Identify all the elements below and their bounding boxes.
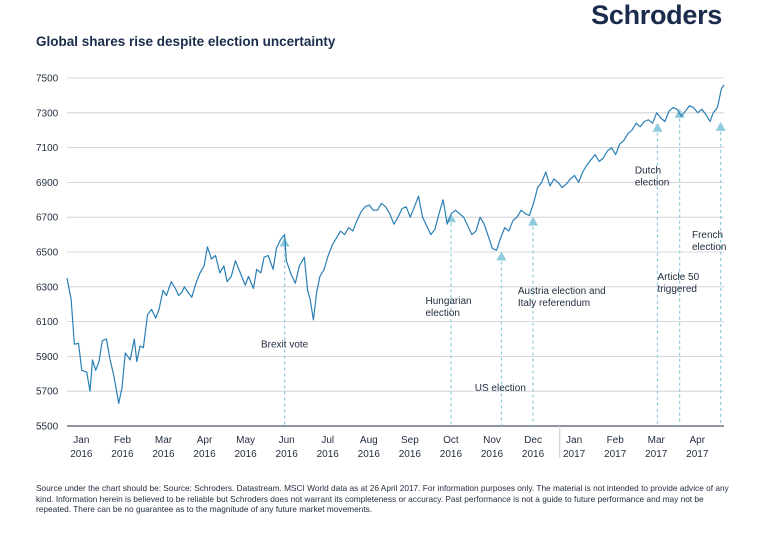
schroders-logo: Schroders: [591, 0, 722, 30]
event-label: US election: [475, 383, 526, 394]
x-tick-month: Jan: [73, 435, 89, 446]
index-series-line: [66, 84, 725, 404]
x-tick-month: Jun: [279, 435, 295, 446]
x-tick-year: 2016: [234, 449, 257, 460]
x-tick-month: Jul: [321, 435, 334, 446]
y-tick-label: 7500: [36, 74, 59, 85]
y-tick-label: 6100: [36, 317, 59, 328]
y-tick-label: 5900: [36, 352, 59, 363]
y-tick-label: 6500: [36, 248, 59, 259]
y-tick-label: 7100: [36, 143, 59, 154]
x-tick-year: 2016: [193, 449, 216, 460]
x-tick-month: May: [236, 435, 255, 446]
x-tick-year: 2017: [686, 449, 709, 460]
y-tick-label: 5700: [36, 387, 59, 398]
x-tick-year: 2016: [111, 449, 134, 460]
x-tick-year: 2016: [481, 449, 504, 460]
event-label: Article 50: [657, 272, 699, 283]
event-label: triggered: [657, 284, 696, 295]
x-tick-month: Mar: [648, 435, 666, 446]
x-tick-year: 2016: [152, 449, 175, 460]
event-label: election: [692, 242, 726, 253]
x-tick-year: 2016: [440, 449, 463, 460]
event-label: French: [692, 230, 723, 241]
y-tick-label: 5500: [36, 422, 59, 433]
x-tick-month: Aug: [360, 435, 378, 446]
x-tick-year: 2016: [70, 449, 93, 460]
event-label: Brexit vote: [261, 340, 309, 351]
x-tick-year: 2017: [645, 449, 668, 460]
x-tick-month: Dec: [524, 435, 542, 446]
x-tick-month: Feb: [114, 435, 132, 446]
x-tick-month: Oct: [443, 435, 459, 446]
x-tick-year: 2016: [522, 449, 545, 460]
line-chart: 5500 5700 5900 6100 6300 6500 6700 6900 7100 7300…: [36, 74, 726, 461]
event-label: Italy referendum: [518, 298, 590, 309]
y-tick-label: 7300: [36, 108, 59, 119]
event-label: Austria election and: [518, 286, 606, 297]
x-tick-year: 2016: [317, 449, 340, 460]
event-marker-icon: [652, 122, 663, 132]
chart-title: Global shares rise despite election unce…: [36, 34, 336, 49]
x-tick-month: Sep: [401, 435, 419, 446]
x-tick-year: 2016: [276, 449, 299, 460]
x-tick-month: Apr: [197, 435, 213, 446]
x-tick-month: Jan: [566, 435, 582, 446]
event-label: Dutch: [635, 166, 661, 177]
y-tick-label: 6300: [36, 282, 59, 293]
x-tick-year: 2017: [563, 449, 586, 460]
x-tick-month: Nov: [483, 435, 501, 446]
event-label: election: [635, 178, 669, 189]
event-label: election: [425, 308, 459, 319]
event-label: Hungarian: [425, 296, 471, 307]
x-tick-month: Mar: [155, 435, 173, 446]
event-marker-icon: [496, 251, 507, 261]
x-tick-year: 2017: [604, 449, 627, 460]
event-marker-icon: [715, 121, 726, 131]
x-tick-year: 2016: [358, 449, 381, 460]
event-marker-icon: [528, 216, 539, 226]
y-tick-label: 6700: [36, 213, 59, 224]
x-tick-month: Apr: [690, 435, 706, 446]
x-tick-year: 2016: [399, 449, 422, 460]
y-tick-label: 6900: [36, 178, 59, 189]
source-footnote: Source under the chart should be: Source…: [36, 483, 729, 515]
x-tick-month: Feb: [607, 435, 625, 446]
